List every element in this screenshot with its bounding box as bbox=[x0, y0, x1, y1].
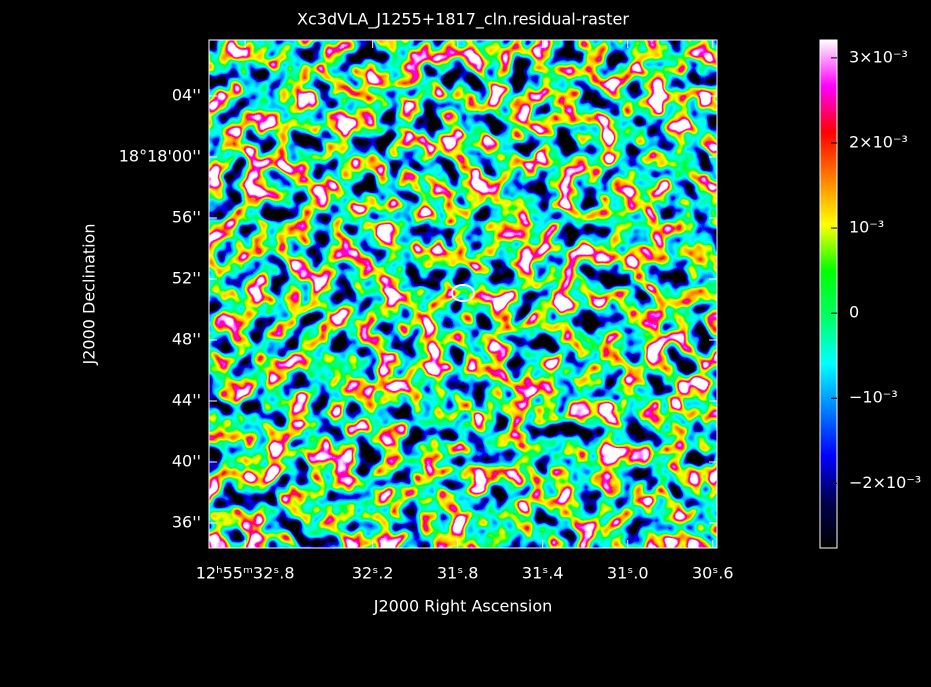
x-tick-label: 30ˢ.6 bbox=[692, 564, 734, 583]
colorbar-tick-label: 0 bbox=[849, 303, 859, 322]
colorbar-tick-label: 3×10⁻³ bbox=[849, 47, 908, 66]
x-tick-label: 31ˢ.4 bbox=[522, 564, 564, 583]
chart-title: Xc3dVLA_J1255+1817_cln.residual-raster bbox=[297, 10, 629, 30]
y-tick-label: 04'' bbox=[172, 85, 201, 104]
colorbar-tick-label: 2×10⁻³ bbox=[849, 132, 908, 151]
x-tick-label: 31ˢ.0 bbox=[607, 564, 649, 583]
y-tick-label: 18°18'00'' bbox=[119, 146, 201, 165]
y-tick-label: 36'' bbox=[172, 512, 201, 531]
y-tick-label: 56'' bbox=[172, 207, 201, 226]
x-tick-label: 12ʰ55ᵐ32ˢ.8 bbox=[196, 564, 295, 583]
y-tick-label: 44'' bbox=[172, 390, 201, 409]
colorbar-tick-label: −2×10⁻³ bbox=[849, 473, 921, 492]
colorbar-tick-label: −10⁻³ bbox=[849, 388, 898, 407]
image-frame bbox=[208, 39, 718, 549]
y-tick-label: 40'' bbox=[172, 451, 201, 470]
y-axis-label: J2000 Declination bbox=[80, 224, 99, 366]
colorbar bbox=[819, 39, 838, 549]
beam-ellipse bbox=[451, 284, 475, 302]
colorbar-tick-label: 10⁻³ bbox=[849, 218, 884, 237]
y-tick-label: 48'' bbox=[172, 329, 201, 348]
y-tick-label: 52'' bbox=[172, 268, 201, 287]
x-axis-label: J2000 Right Ascension bbox=[373, 597, 553, 616]
x-tick-label: 32ˢ.2 bbox=[352, 564, 394, 583]
x-tick-label: 31ˢ.8 bbox=[437, 564, 479, 583]
residual-raster bbox=[209, 40, 717, 548]
